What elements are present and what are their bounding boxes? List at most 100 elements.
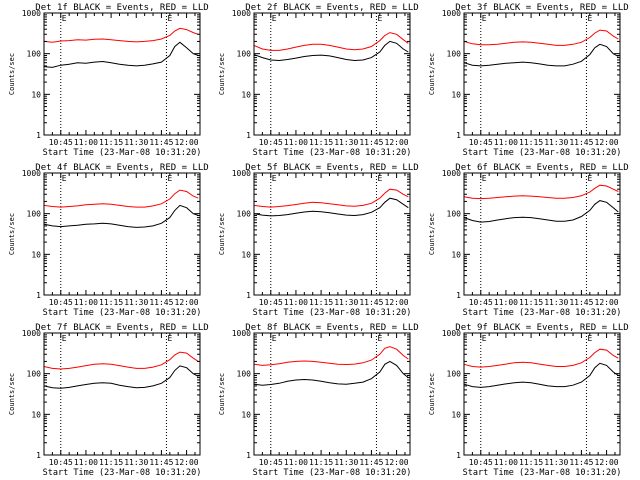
- lld-series-line: [253, 346, 409, 366]
- event-marker-label: E: [482, 334, 487, 343]
- x-tick-label: 11:45: [359, 298, 383, 307]
- event-marker-label: E: [482, 14, 487, 23]
- events-series-line: [463, 43, 619, 67]
- x-tick-label: 11:15: [519, 138, 543, 147]
- x-tick-label: 11:15: [519, 458, 543, 467]
- x-tick-label: 11:00: [284, 138, 308, 147]
- event-marker-label: E: [272, 174, 277, 183]
- x-tick-label: 10:45: [469, 298, 493, 307]
- panel-title: Det 9f BLACK = Events, RED = LLD: [455, 323, 628, 333]
- x-tick-label: 10:45: [49, 458, 73, 467]
- panel-title: Det 6f BLACK = Events, RED = LLD: [455, 163, 628, 173]
- y-tick-label: 1000: [232, 169, 251, 178]
- x-axis-label: Start Time (23-Mar-08 10:31:20): [253, 308, 412, 318]
- panel-title: Det 2f BLACK = Events, RED = LLD: [245, 3, 418, 13]
- x-tick-label: 10:45: [259, 138, 283, 147]
- x-tick-label: 12:00: [385, 138, 409, 147]
- panel-title: Det 4f BLACK = Events, RED = LLD: [35, 163, 208, 173]
- y-tick-label: 1000: [442, 329, 461, 338]
- y-tick-label: 1000: [232, 329, 251, 338]
- plot-frame: [43, 172, 201, 296]
- x-axis-label: Start Time (23-Mar-08 10:31:20): [43, 468, 202, 478]
- x-axis-label: Start Time (23-Mar-08 10:31:20): [463, 468, 622, 478]
- event-marker-label: E: [167, 14, 172, 23]
- y-tick-label: 100: [447, 50, 462, 59]
- x-tick-label: 11:15: [99, 458, 123, 467]
- y-tick-label: 1000: [22, 329, 41, 338]
- event-marker-label: E: [377, 174, 382, 183]
- y-tick-label: 10: [31, 250, 41, 259]
- x-tick-label: 12:00: [595, 458, 619, 467]
- x-tick-label: 10:45: [469, 458, 493, 467]
- events-series-line: [43, 204, 199, 228]
- x-tick-label: 11:15: [309, 138, 333, 147]
- y-tick-label: 1: [456, 291, 461, 300]
- x-tick-label: 10:45: [49, 298, 73, 307]
- x-tick-label: 11:15: [309, 298, 333, 307]
- panel-title: Det 1f BLACK = Events, RED = LLD: [35, 3, 208, 13]
- y-axis-label: Counts/sec: [428, 213, 436, 255]
- x-tick-label: 12:00: [385, 298, 409, 307]
- lld-series-line: [463, 29, 619, 46]
- lld-series-line: [463, 184, 619, 200]
- y-tick-label: 10: [31, 410, 41, 419]
- plot-frame: [463, 12, 621, 136]
- event-marker-label: E: [62, 334, 67, 343]
- x-tick-label: 12:00: [385, 458, 409, 467]
- y-axis-label: Counts/sec: [8, 213, 16, 255]
- y-tick-label: 10: [31, 90, 41, 99]
- y-axis-label: Counts/sec: [218, 373, 226, 415]
- x-tick-label: 11:00: [494, 298, 518, 307]
- y-tick-label: 10: [241, 410, 251, 419]
- y-tick-label: 100: [27, 210, 42, 219]
- event-marker-label: E: [377, 334, 382, 343]
- x-tick-label: 10:45: [259, 458, 283, 467]
- y-tick-label: 100: [237, 370, 252, 379]
- x-tick-label: 11:30: [124, 298, 148, 307]
- x-tick-label: 12:00: [595, 298, 619, 307]
- x-tick-label: 10:45: [469, 138, 493, 147]
- x-tick-label: 11:45: [149, 138, 173, 147]
- lld-series-line: [253, 32, 409, 51]
- x-axis-label: Start Time (23-Mar-08 10:31:20): [463, 148, 622, 158]
- x-axis-label: Start Time (23-Mar-08 10:31:20): [43, 308, 202, 318]
- plot-frame: [253, 172, 411, 296]
- lld-series-line: [43, 351, 199, 370]
- x-tick-label: 11:15: [99, 298, 123, 307]
- x-tick-label: 12:00: [175, 458, 199, 467]
- y-tick-label: 10: [451, 250, 461, 259]
- x-tick-label: 11:00: [74, 458, 98, 467]
- x-tick-label: 11:45: [569, 138, 593, 147]
- y-tick-label: 1000: [442, 169, 461, 178]
- y-tick-label: 1: [36, 451, 41, 460]
- panel-title: Det 3f BLACK = Events, RED = LLD: [455, 3, 628, 13]
- event-marker-label: E: [272, 334, 277, 343]
- panel-title: Det 8f BLACK = Events, RED = LLD: [245, 323, 418, 333]
- x-tick-label: 11:00: [494, 138, 518, 147]
- lld-series-line: [253, 188, 409, 208]
- x-axis-label: Start Time (23-Mar-08 10:31:20): [253, 148, 412, 158]
- events-series-line: [253, 360, 409, 386]
- event-marker-label: E: [272, 14, 277, 23]
- plot-frame: [253, 332, 411, 456]
- x-tick-label: 11:30: [544, 458, 568, 467]
- x-tick-label: 10:45: [49, 138, 73, 147]
- x-tick-label: 11:00: [494, 458, 518, 467]
- x-tick-label: 11:45: [149, 298, 173, 307]
- x-tick-label: 11:30: [124, 138, 148, 147]
- y-axis-label: Counts/sec: [428, 53, 436, 95]
- y-tick-label: 1: [456, 451, 461, 460]
- x-tick-label: 11:45: [359, 458, 383, 467]
- y-tick-label: 1: [36, 291, 41, 300]
- x-tick-label: 11:30: [334, 458, 358, 467]
- x-tick-label: 12:00: [595, 138, 619, 147]
- events-series-line: [43, 365, 199, 389]
- x-tick-label: 11:30: [334, 138, 358, 147]
- x-tick-label: 11:30: [124, 458, 148, 467]
